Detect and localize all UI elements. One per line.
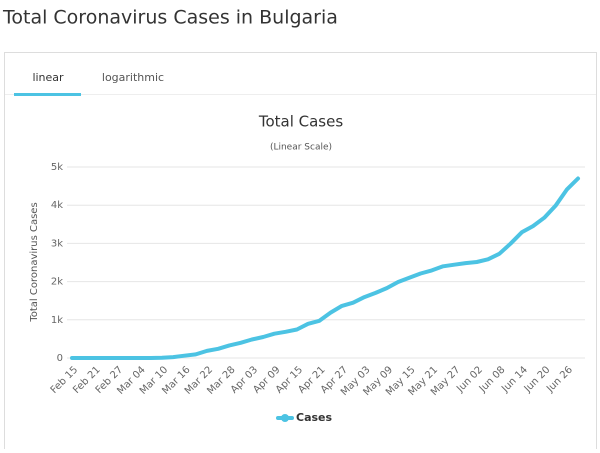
legend-label: Cases (296, 411, 333, 424)
y-tick-label: 3k (51, 238, 63, 249)
chart-title: Total Cases (258, 113, 344, 131)
y-tick-label: 2k (51, 277, 63, 288)
y-tick-label: 4k (51, 200, 63, 211)
tab[interactable]: linear (32, 71, 64, 84)
legend-symbol (281, 414, 289, 422)
active-tab-indicator (14, 93, 81, 96)
y-tick-label: 0 (57, 353, 63, 364)
y-tick-label: 1k (51, 315, 63, 326)
chart-subtitle: (Linear Scale) (270, 143, 332, 153)
tab[interactable]: logarithmic (102, 71, 164, 84)
series-line (70, 176, 580, 360)
y-tick-label: 5k (51, 162, 63, 173)
page-title: Total Coronavirus Cases in Bulgaria (2, 7, 338, 29)
y-axis-title: Total Coronavirus Cases (29, 202, 40, 322)
